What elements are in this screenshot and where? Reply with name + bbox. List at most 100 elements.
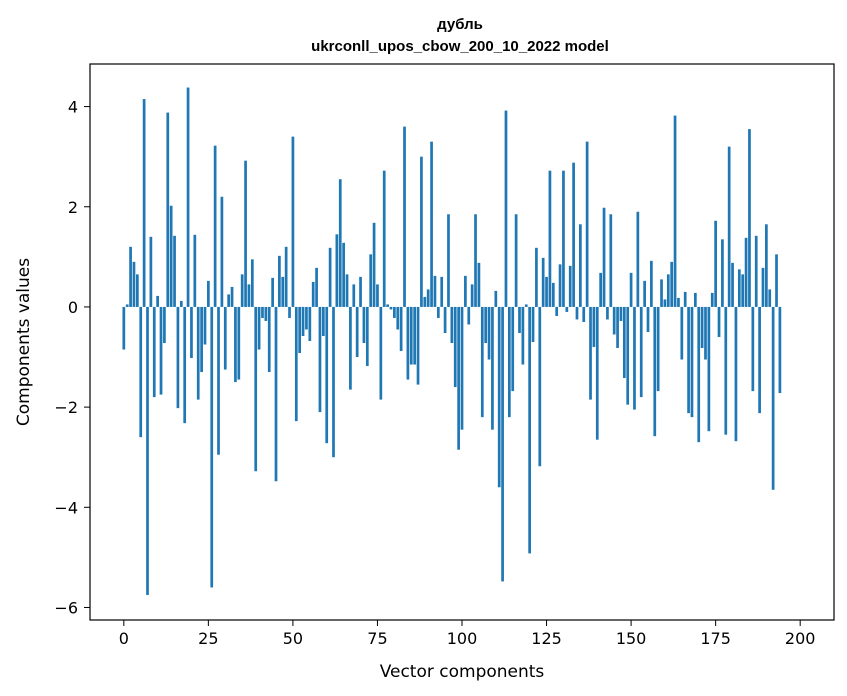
bar-163 [673, 115, 677, 307]
x-tick-label: 0 [119, 629, 129, 648]
bar-4 [135, 274, 139, 307]
bar-70 [359, 276, 362, 307]
bar-51 [294, 306, 298, 422]
bar-171 [700, 306, 704, 349]
bar-46 [278, 255, 281, 307]
bar-65 [342, 242, 345, 307]
bar-188 [758, 306, 761, 414]
bar-128 [555, 306, 559, 316]
bar-114 [507, 306, 511, 418]
bar-68 [352, 284, 356, 307]
bar-154 [643, 280, 646, 307]
bar-60 [325, 306, 329, 444]
bar-152 [636, 211, 640, 307]
bar-132 [568, 265, 572, 307]
bar-67 [349, 306, 352, 390]
bar-81 [396, 306, 400, 330]
bar-112 [501, 306, 504, 582]
bar-151 [633, 306, 636, 410]
bar-176 [717, 306, 721, 337]
bar-16 [176, 306, 180, 409]
bar-175 [714, 220, 717, 307]
bar-78 [386, 304, 389, 307]
bar-99 [457, 306, 460, 450]
bar-145 [612, 306, 616, 335]
bar-150 [629, 272, 633, 307]
bar-73 [369, 254, 373, 307]
bar-129 [558, 264, 562, 307]
bar-69 [355, 306, 359, 358]
x-tick-label: 75 [367, 629, 387, 648]
bar-37 [247, 284, 251, 307]
bar-187 [754, 235, 758, 307]
bar-66 [345, 274, 349, 307]
bar-27 [213, 145, 217, 307]
bar-1 [125, 304, 129, 307]
bar-62 [332, 306, 335, 458]
bar-108 [487, 306, 491, 360]
bar-96 [447, 214, 450, 307]
bar-88 [420, 156, 423, 307]
bar-42 [264, 306, 268, 321]
bar-85 [409, 306, 413, 365]
bar-131 [565, 306, 569, 312]
y-tick-label: −6 [54, 598, 78, 617]
x-axis-label: Vector components [380, 662, 545, 682]
bar-28 [217, 306, 220, 455]
bar-48 [284, 246, 288, 307]
bar-143 [606, 306, 609, 320]
bar-29 [220, 196, 224, 307]
bar-31 [227, 294, 231, 307]
bar-123 [538, 306, 542, 467]
bar-106 [480, 306, 484, 418]
bar-94 [440, 276, 444, 307]
bar-50 [291, 136, 295, 307]
bar-54 [305, 306, 308, 330]
bar-77 [382, 170, 386, 307]
x-axis-ticks: 0 25 50 75 100 125 150 175 200 [119, 620, 815, 648]
bar-55 [308, 306, 312, 341]
bar-57 [315, 267, 318, 307]
bar-11 [159, 306, 163, 395]
bar-119 [524, 304, 528, 307]
bar-22 [196, 306, 200, 400]
chart-title: дубль [437, 16, 483, 33]
bar-12 [163, 306, 166, 343]
bar-190 [765, 224, 768, 307]
bar-61 [328, 247, 332, 307]
bar-161 [666, 274, 670, 307]
x-tick-label: 175 [700, 629, 731, 648]
y-tick-label: −4 [54, 498, 78, 517]
bar-157 [653, 306, 657, 437]
bar-117 [518, 306, 521, 333]
bar-146 [616, 306, 619, 349]
bar-15 [173, 235, 176, 307]
bar-38 [250, 259, 254, 307]
bar-116 [514, 214, 518, 307]
bar-89 [423, 296, 427, 307]
bar-97 [450, 306, 454, 343]
bar-36 [244, 160, 247, 307]
bar-26 [210, 306, 214, 588]
bar-168 [690, 306, 694, 418]
bar-19 [186, 87, 190, 307]
bar-184 [744, 237, 748, 307]
bar-44 [271, 277, 274, 307]
bar-186 [751, 306, 755, 392]
y-tick-label: 2 [68, 198, 78, 217]
bar-5 [139, 306, 143, 438]
bar-159 [660, 279, 663, 307]
bar-179 [727, 146, 731, 307]
bar-84 [406, 306, 410, 380]
bar-182 [737, 269, 741, 307]
bars-group [122, 87, 782, 595]
bar-80 [393, 306, 396, 318]
y-tick-label: −2 [54, 398, 78, 417]
bar-122 [535, 247, 538, 307]
bar-124 [541, 257, 545, 307]
bar-115 [511, 306, 515, 392]
bar-43 [267, 306, 271, 373]
y-tick-label: 4 [68, 98, 78, 117]
bar-142 [602, 207, 606, 307]
